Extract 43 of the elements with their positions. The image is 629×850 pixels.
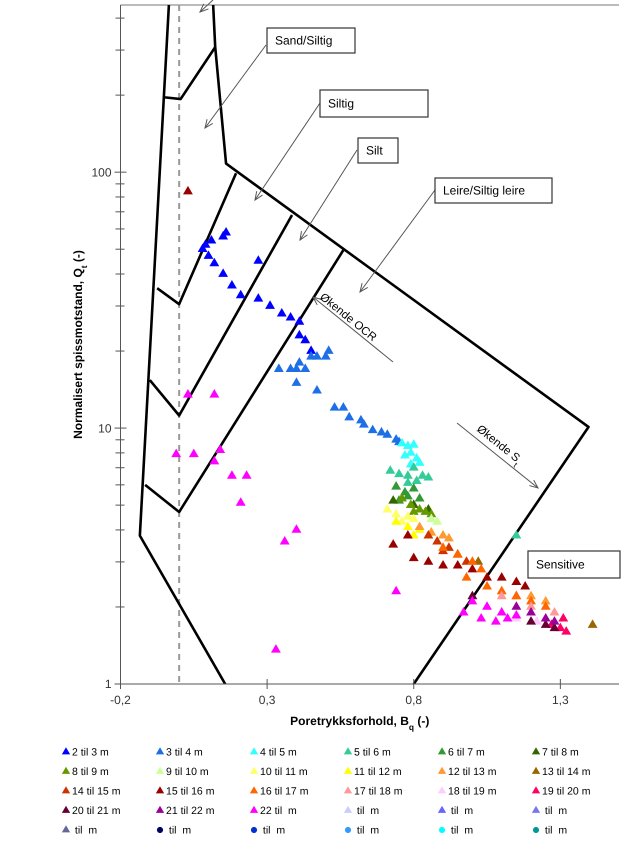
x-tick-label: 0,3 [258, 693, 276, 707]
legend-label: til m [542, 805, 568, 818]
annotation: Silt [366, 144, 384, 158]
legend-label: 9 til 10 m [166, 766, 209, 778]
legend-label: 4 til 5 m [260, 746, 298, 759]
annotation: Leire/Siltig leire [443, 184, 526, 198]
legend-label: 14 til 15 m [72, 786, 121, 798]
legend-label: 3 til 4 m [166, 746, 204, 759]
legend-label: til m [72, 824, 98, 837]
y-tick-label: 10 [98, 421, 112, 436]
legend-label: 15 til 16 m [166, 786, 215, 798]
x-tick-label: 1,3 [552, 693, 570, 707]
x-tick-label: 0,8 [405, 693, 422, 707]
legend-label: 12 til 13 m [448, 766, 497, 778]
legend-label: til m [448, 805, 474, 818]
legend-label: 11 til 12 m [354, 766, 402, 778]
legend-label: 20 til 21 m [72, 805, 121, 818]
legend-label: 22 til m [260, 805, 298, 818]
legend-label: 5 til 6 m [354, 746, 392, 759]
legend-label: 8 til 9 m [72, 766, 110, 778]
legend-label: til m [354, 824, 380, 837]
legend-label: til m [260, 824, 286, 837]
legend-label: 13 til 14 m [542, 766, 591, 778]
x-tick-label: -0,2 [110, 693, 132, 707]
legend-label: til m [448, 824, 474, 837]
legend-label: til m [354, 805, 380, 818]
x-axis-title: Poretrykksforhold, B$_{q}$ (-) [290, 714, 430, 732]
legend-label: 21 til 22 m [166, 805, 215, 818]
legend-label: til m [542, 824, 568, 837]
legend-label: 18 til 19 m [448, 786, 497, 798]
legend-label: 17 til 18 m [354, 786, 403, 798]
annotation: Siltig [328, 96, 354, 111]
annotation: Sand/Siltig [275, 34, 332, 48]
annotation: Sensitive [536, 558, 586, 572]
legend-label: 10 til 11 m [260, 766, 308, 778]
legend-label: 2 til 3 m [72, 746, 110, 759]
legend-label: 16 til 17 m [260, 786, 309, 798]
legend-label: 19 til 20 m [542, 786, 591, 798]
legend-label: til m [166, 824, 192, 837]
y-tick-label: 1 [104, 677, 112, 692]
legend-label: 6 til 7 m [448, 746, 486, 759]
y-tick-label: 100 [91, 165, 112, 180]
legend-label: 7 til 8 m [542, 746, 580, 759]
